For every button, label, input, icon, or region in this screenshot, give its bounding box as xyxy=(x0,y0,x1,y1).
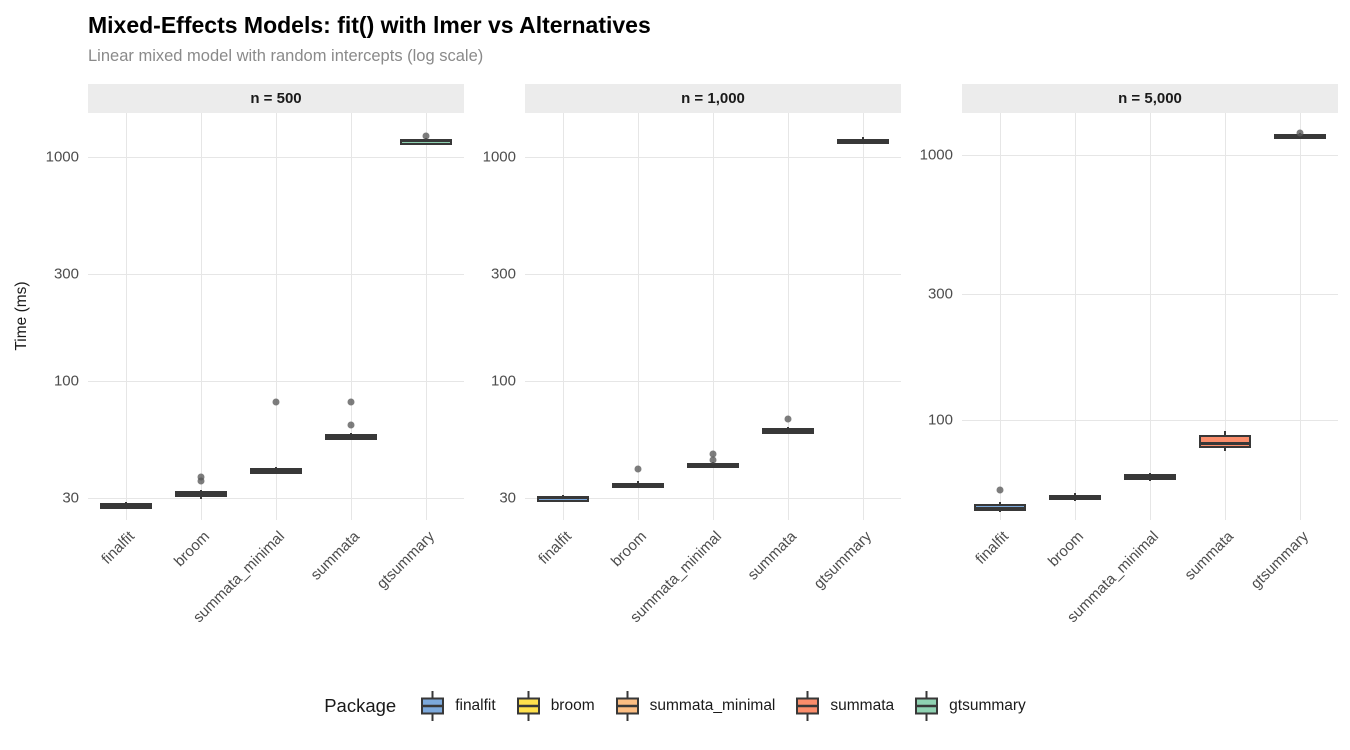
boxplot-median xyxy=(250,468,302,472)
y-tick-label: 100 xyxy=(490,372,516,390)
y-tick-label: 30 xyxy=(499,489,516,507)
gridline-v xyxy=(1074,113,1076,520)
y-tick-label: 1000 xyxy=(919,146,953,164)
facet-strip: n = 500 xyxy=(88,84,464,113)
outlier-point xyxy=(347,398,355,406)
gridline-v xyxy=(713,113,714,520)
legend-entry-label: gtsummary xyxy=(949,697,1026,714)
boxplot-median xyxy=(1048,495,1101,499)
chart-title: Mixed-Effects Models: fit() with lmer vs… xyxy=(88,12,651,38)
boxplot-median xyxy=(1124,475,1176,479)
outlier-point xyxy=(197,477,205,485)
gridline-v xyxy=(562,113,564,520)
legend-entries: finalfit broom summata_minimal summata gtsum… xyxy=(419,690,1026,722)
gridline-v xyxy=(788,113,790,520)
legend-entry: summata_minimal xyxy=(614,690,776,722)
outlier-point xyxy=(784,415,792,423)
x-tick-label: finalfit xyxy=(534,528,575,568)
legend-entry-label: broom xyxy=(550,697,595,714)
outlier-point xyxy=(347,421,355,429)
boxplot-median xyxy=(325,435,378,439)
y-tick-label: 300 xyxy=(927,285,953,303)
gridline-v xyxy=(1225,113,1227,520)
y-tick-label: 100 xyxy=(53,372,79,390)
boxplot-median xyxy=(611,483,664,487)
boxplot-median xyxy=(837,138,890,142)
legend-entry: gtsummary xyxy=(913,690,1026,722)
x-tick-label: finalfit xyxy=(97,528,138,568)
y-tick-label: 30 xyxy=(62,489,79,507)
gridline-v xyxy=(351,113,353,520)
legend-entry-label: summata xyxy=(830,697,895,714)
legend-title: Package xyxy=(324,695,397,716)
gridline-v xyxy=(1300,113,1302,520)
legend-entry-label: summata_minimal xyxy=(649,697,776,714)
boxplot-median xyxy=(762,428,815,432)
gridline-v xyxy=(125,113,127,520)
legend-entry: summata xyxy=(794,690,894,722)
boxplot-median xyxy=(99,503,152,507)
legend-entry: broom xyxy=(515,690,595,722)
boxplot-key-icon xyxy=(915,691,939,721)
gridline-v xyxy=(276,113,277,520)
y-axis-title: Time (ms) xyxy=(13,281,30,351)
boxplot-median xyxy=(973,506,1026,510)
gridline-v xyxy=(426,113,428,520)
boxplot-median xyxy=(400,139,453,143)
legend: Package finalfit broom summata_minimal summ… xyxy=(0,690,1350,722)
outlier-point xyxy=(1296,129,1304,137)
boxplot-median xyxy=(536,496,589,500)
outlier-point xyxy=(709,450,717,458)
boxplot-median xyxy=(174,492,227,496)
y-tick-label: 300 xyxy=(490,265,516,283)
outlier-point xyxy=(634,465,642,473)
legend-entry: finalfit xyxy=(419,690,496,722)
y-tick-label: 300 xyxy=(53,265,79,283)
facet-strip: n = 1,000 xyxy=(525,84,901,113)
y-tick-label: 100 xyxy=(927,411,953,429)
boxplot-key-icon xyxy=(615,691,639,721)
boxplot-median xyxy=(1199,441,1252,445)
y-tick-label: 1000 xyxy=(482,148,516,166)
outlier-point xyxy=(272,398,280,406)
boxplot-key-icon xyxy=(421,691,445,721)
y-tick-label: 1000 xyxy=(45,148,79,166)
x-tick-label: finalfit xyxy=(971,528,1012,568)
gridline-v xyxy=(1150,113,1151,520)
outlier-point xyxy=(996,486,1004,494)
gridline-v xyxy=(637,113,639,520)
legend-entry-label: finalfit xyxy=(455,697,496,714)
chart-subtitle: Linear mixed model with random intercept… xyxy=(88,47,484,65)
outlier-point xyxy=(422,132,430,140)
gridline-v xyxy=(200,113,202,520)
gridline-v xyxy=(863,113,865,520)
outlier-point xyxy=(197,473,205,481)
boxplot-median xyxy=(687,462,739,466)
outlier-point xyxy=(709,456,717,464)
boxplot-key-icon xyxy=(796,691,820,721)
gridline-v xyxy=(999,113,1001,520)
boxplot-key-icon xyxy=(516,691,540,721)
facet-strip: n = 5,000 xyxy=(962,84,1338,113)
